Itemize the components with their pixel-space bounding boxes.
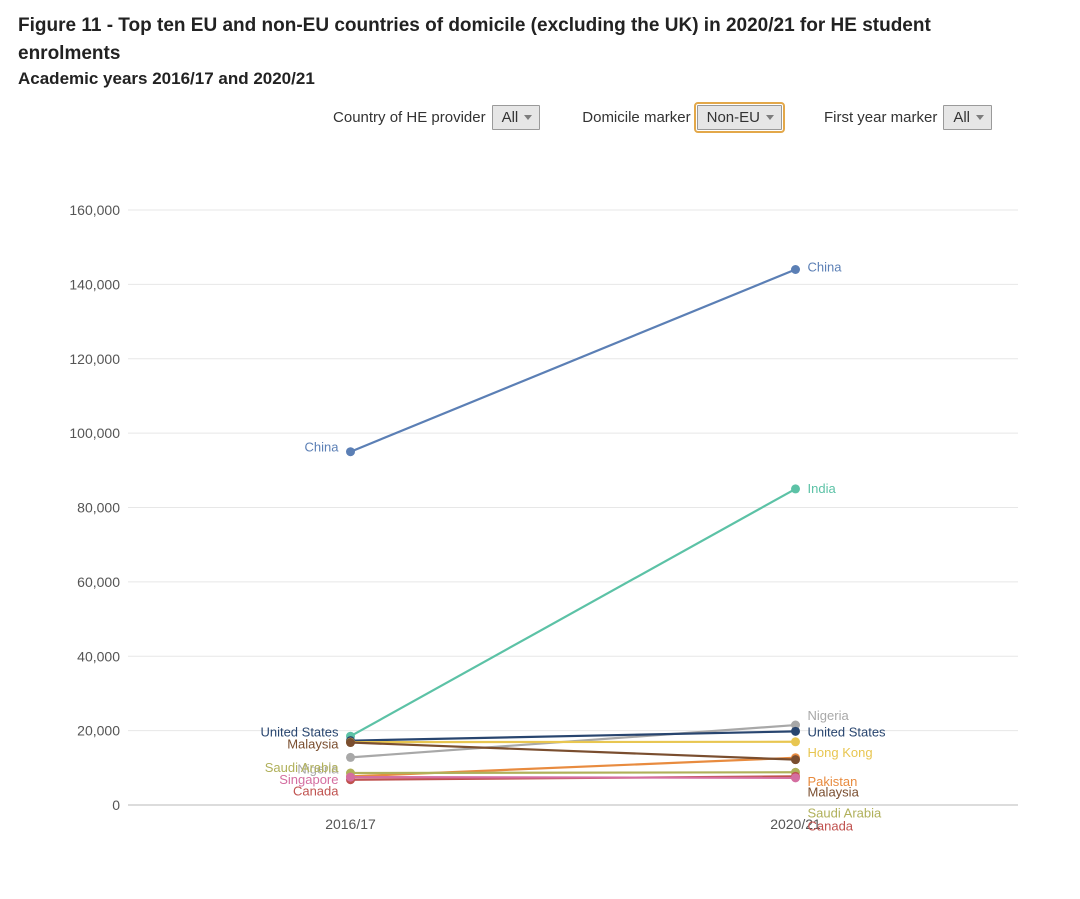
figure-subtitle: Academic years 2016/17 and 2020/21 xyxy=(18,69,1062,89)
svg-text:Nigeria: Nigeria xyxy=(808,708,850,723)
filter-provider-label: Country of HE provider xyxy=(333,109,486,126)
filter-bar: Country of HE provider All Domicile mark… xyxy=(18,105,992,130)
svg-text:Malaysia: Malaysia xyxy=(287,737,339,752)
svg-text:80,000: 80,000 xyxy=(77,500,120,516)
svg-text:160,000: 160,000 xyxy=(69,202,120,218)
svg-text:Hong Kong: Hong Kong xyxy=(808,745,873,760)
svg-text:2016/17: 2016/17 xyxy=(325,816,376,832)
chevron-down-icon xyxy=(766,115,774,120)
svg-text:0: 0 xyxy=(112,797,120,813)
filter-provider-select[interactable]: All xyxy=(492,105,541,130)
chart-svg: 0 20,000 40,000 60,000 80,000 100,000 120,000 1… xyxy=(18,170,1062,870)
chevron-down-icon xyxy=(524,115,532,120)
svg-text:Singapore: Singapore xyxy=(279,772,338,787)
chevron-down-icon xyxy=(976,115,984,120)
svg-text:India: India xyxy=(808,481,837,496)
svg-text:20,000: 20,000 xyxy=(77,723,120,739)
svg-text:60,000: 60,000 xyxy=(77,574,120,590)
slope-chart: 0 20,000 40,000 60,000 80,000 100,000 120,000 1… xyxy=(18,170,1062,870)
figure-title: Figure 11 - Top ten EU and non-EU countr… xyxy=(18,12,938,67)
filter-domicile-value: Non-EU xyxy=(707,109,760,126)
svg-text:120,000: 120,000 xyxy=(69,351,120,367)
filter-domicile: Domicile marker Non-EU xyxy=(582,105,782,130)
svg-text:China: China xyxy=(808,260,843,275)
svg-text:Malaysia: Malaysia xyxy=(808,785,860,800)
svg-text:100,000: 100,000 xyxy=(69,425,120,441)
filter-firstyear-value: All xyxy=(953,109,970,126)
svg-text:United States: United States xyxy=(808,724,887,739)
svg-text:China: China xyxy=(305,440,340,455)
filter-firstyear: First year marker All xyxy=(824,105,992,130)
filter-firstyear-select[interactable]: All xyxy=(943,105,992,130)
filter-provider: Country of HE provider All xyxy=(333,105,540,130)
filter-domicile-select[interactable]: Non-EU xyxy=(697,105,782,130)
filter-provider-value: All xyxy=(502,109,519,126)
svg-text:140,000: 140,000 xyxy=(69,276,120,292)
svg-text:40,000: 40,000 xyxy=(77,648,120,664)
svg-text:Canada: Canada xyxy=(808,818,854,833)
filter-firstyear-label: First year marker xyxy=(824,109,937,126)
filter-domicile-label: Domicile marker xyxy=(582,109,690,126)
